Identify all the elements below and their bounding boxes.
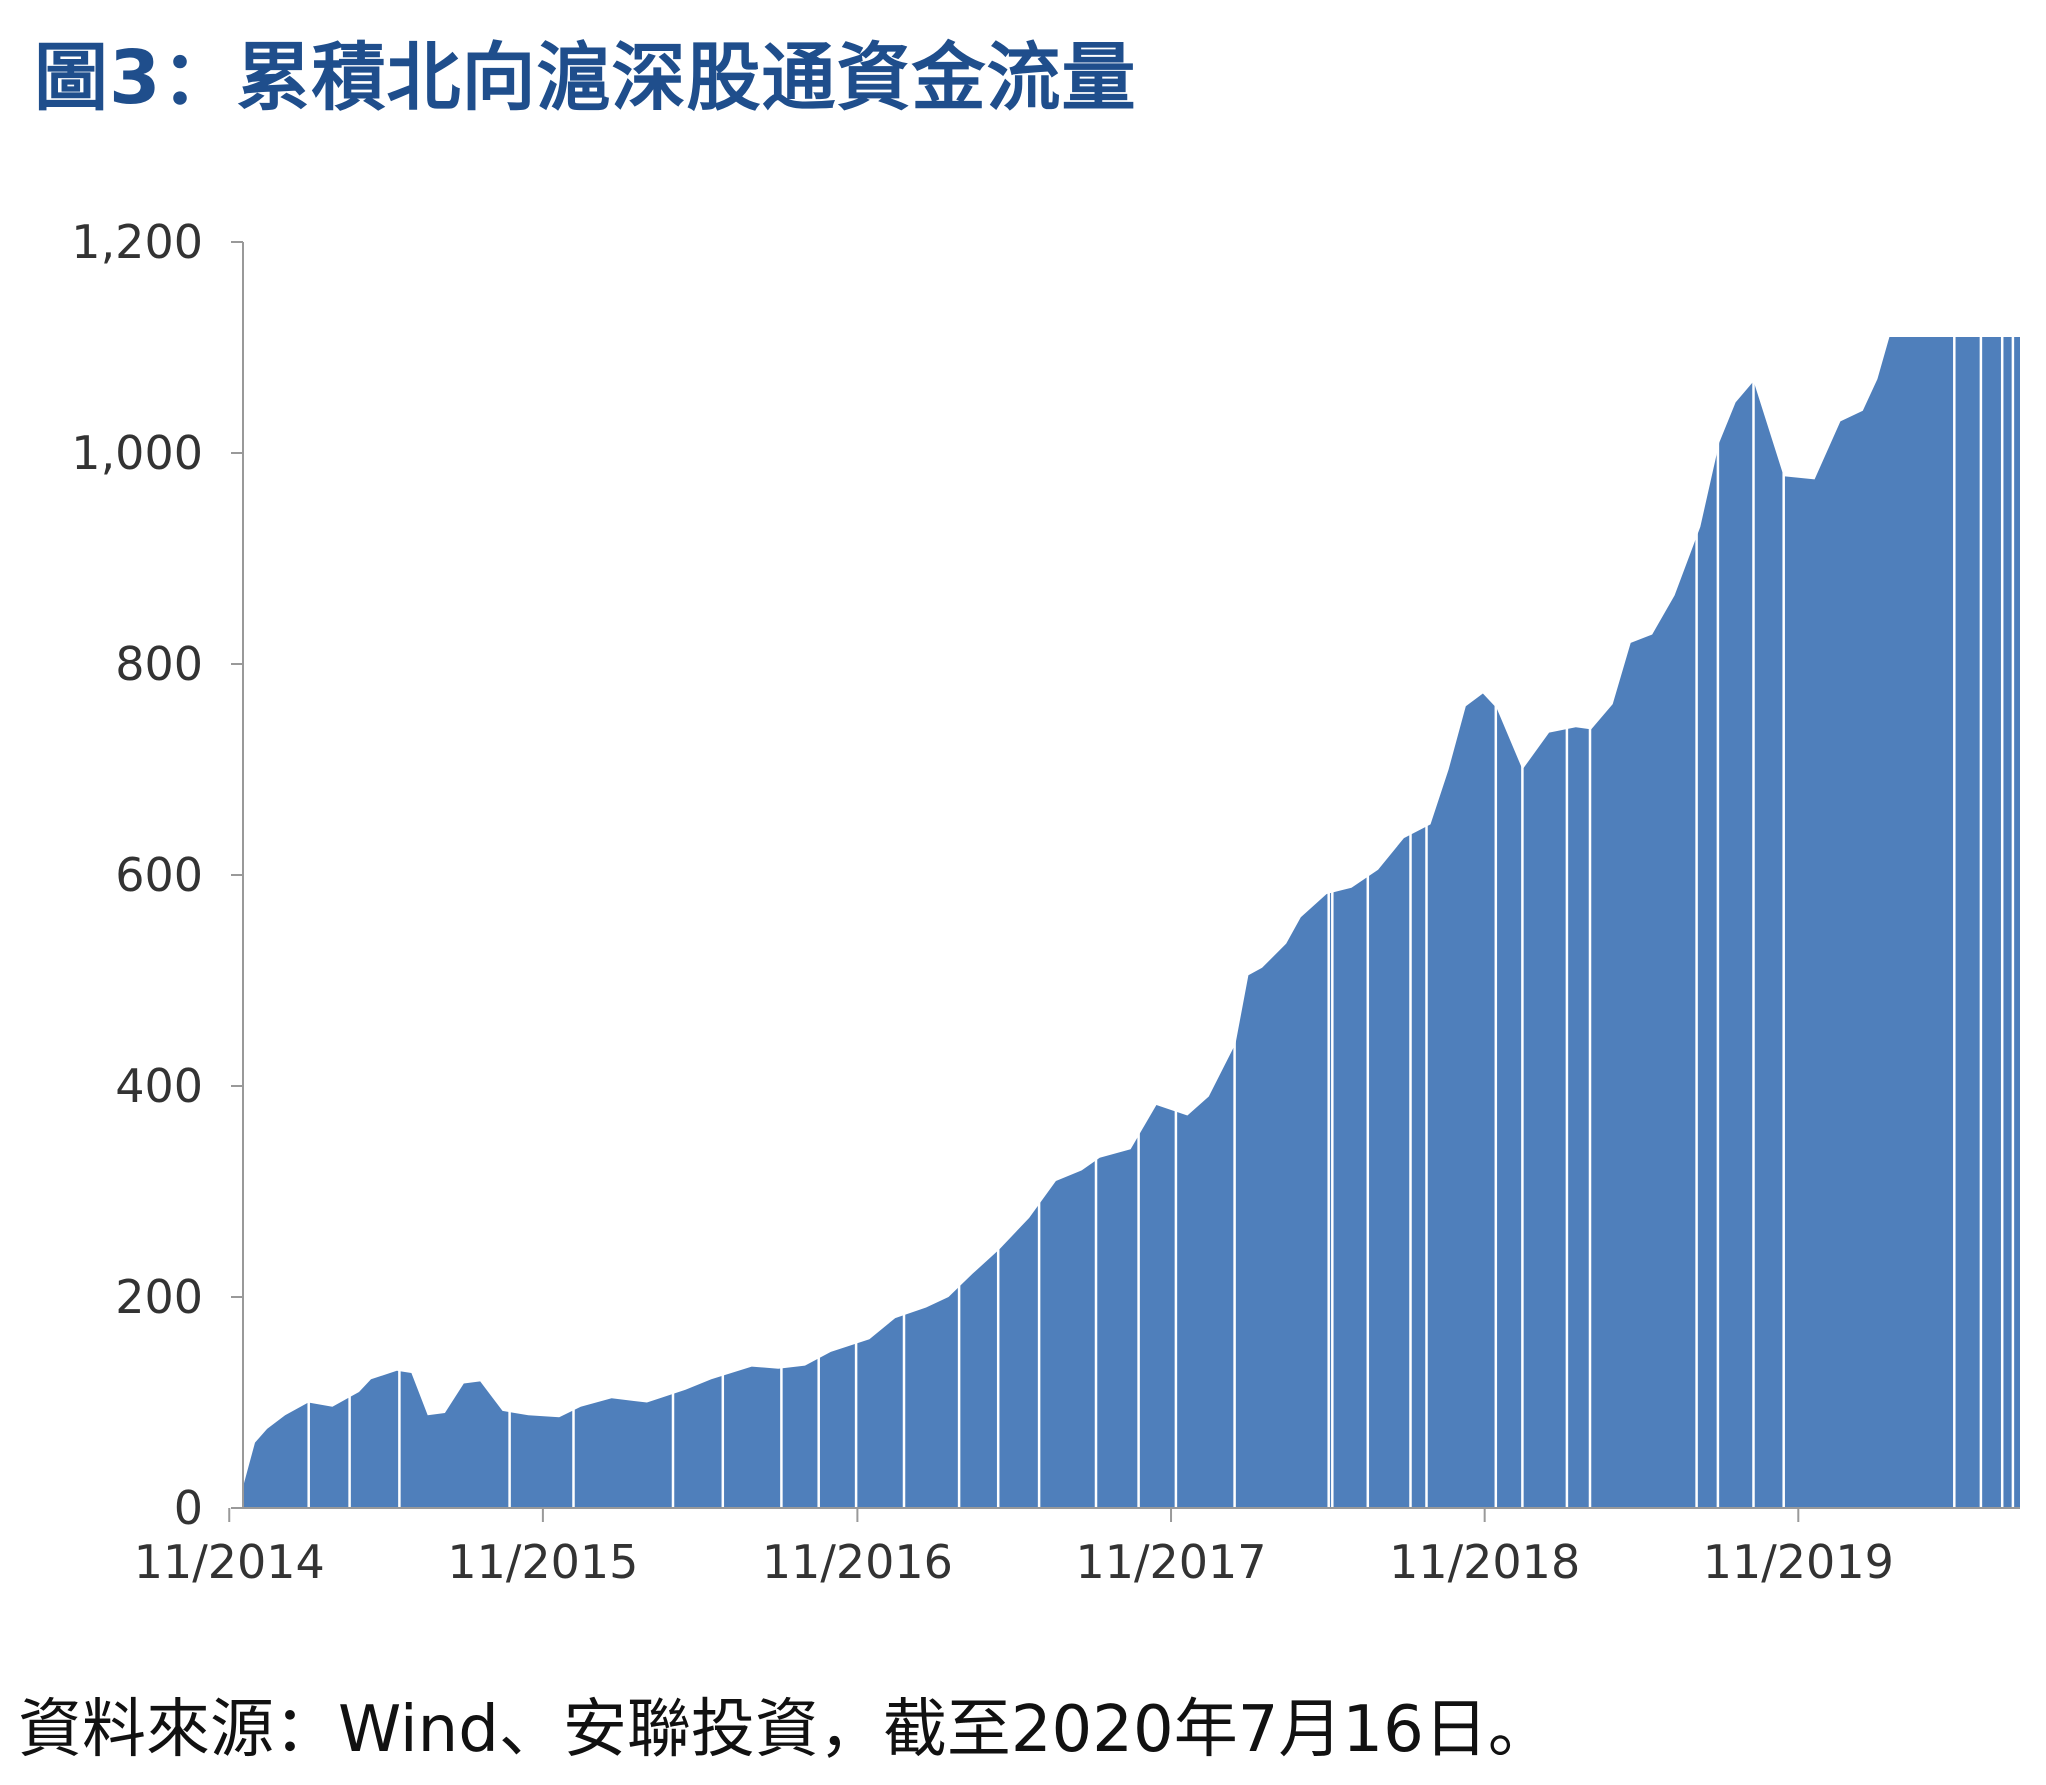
x-ticks: 11/2014 11/2015 11/2016 11/2017 11/2018 11/20… (134, 1508, 1894, 1589)
x-tick-label: 11/2016 (762, 1535, 953, 1589)
source-note: 資料來源：Wind、安聯投資，截至2020年7月16日。 (18, 1693, 1552, 1767)
x-tick-label: 11/2018 (1389, 1535, 1580, 1589)
y-ticks: 0 200 400 600 800 1,000 1,200 (71, 215, 243, 1535)
y-tick-label: 0 (174, 1481, 203, 1535)
plot-area (243, 337, 2020, 1508)
x-tick-label: 11/2019 (1703, 1535, 1894, 1589)
data-gaps (307, 242, 2015, 1508)
x-tick-label: 11/2017 (1075, 1535, 1266, 1589)
y-tick-label: 1,000 (71, 426, 203, 480)
y-tick-label: 800 (115, 637, 203, 691)
y-tick-label: 600 (115, 848, 203, 902)
x-tick-label: 11/2015 (447, 1535, 638, 1589)
y-tick-label: 400 (115, 1059, 203, 1113)
chart-title: 圖3：累積北向滬深股通資金流量 (34, 35, 1137, 121)
x-tick-label: 11/2014 (134, 1535, 325, 1589)
y-tick-label: 1,200 (71, 215, 203, 269)
series-area (243, 337, 2020, 1508)
y-tick-label: 200 (115, 1270, 203, 1324)
